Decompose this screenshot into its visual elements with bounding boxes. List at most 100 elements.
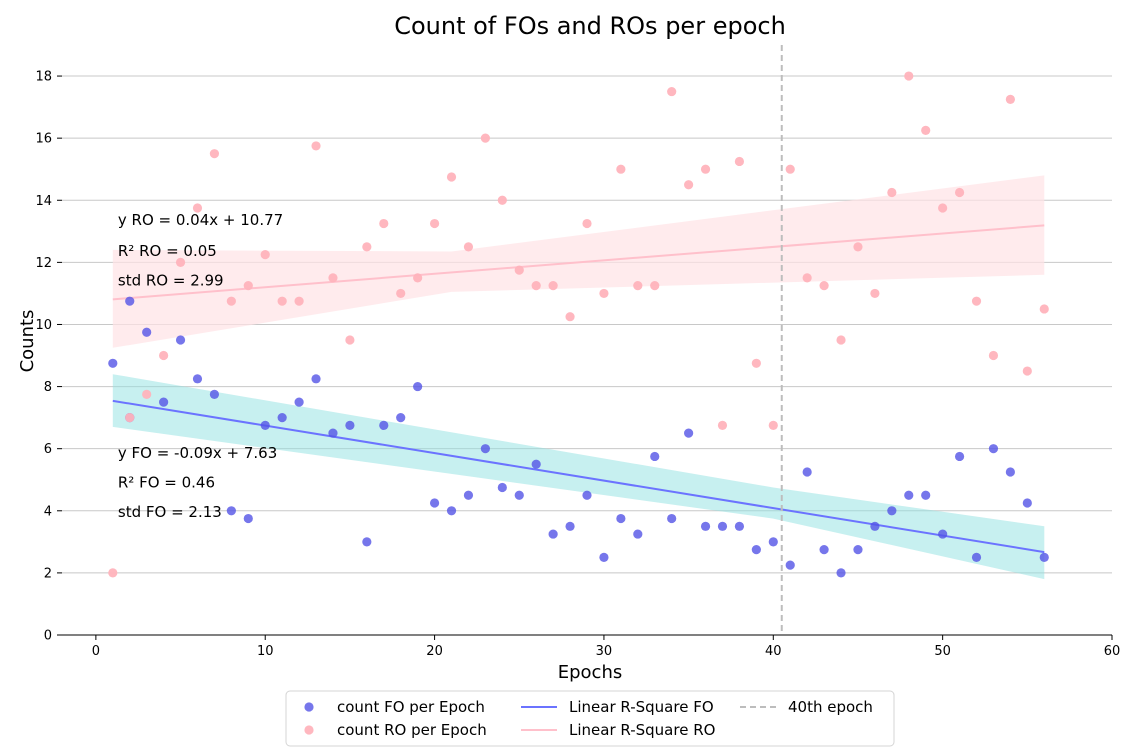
fo-point bbox=[531, 459, 541, 469]
legend-marker bbox=[304, 702, 314, 712]
fo-point bbox=[768, 537, 778, 547]
fo-point bbox=[633, 529, 643, 539]
ro-point bbox=[700, 164, 711, 174]
ro-point bbox=[853, 242, 863, 252]
y-tick-label: 8 bbox=[44, 380, 52, 395]
fo-point bbox=[345, 420, 355, 430]
ro-point bbox=[599, 288, 609, 299]
ro-point bbox=[734, 156, 745, 167]
ro-point bbox=[142, 389, 152, 399]
ro-point bbox=[768, 420, 778, 430]
ro-point bbox=[819, 281, 829, 291]
fo-point bbox=[565, 521, 575, 531]
ro-point bbox=[226, 296, 236, 306]
fo-point bbox=[226, 506, 236, 516]
fo-point bbox=[362, 537, 372, 547]
ro-point bbox=[345, 335, 355, 345]
chart-title: Count of FOs and ROs per epoch bbox=[394, 12, 786, 40]
ro-point bbox=[1039, 304, 1049, 314]
ro-point bbox=[870, 288, 880, 299]
fo-point bbox=[396, 413, 406, 423]
ro-point bbox=[480, 133, 490, 143]
ro-point bbox=[396, 288, 406, 299]
fo-point bbox=[108, 358, 118, 368]
y-tick-label: 14 bbox=[35, 194, 52, 209]
ro-point bbox=[209, 149, 220, 159]
ro-point bbox=[1005, 94, 1015, 104]
fo-point bbox=[429, 498, 440, 508]
ro-point bbox=[988, 350, 999, 361]
regression-annotation: y RO = 0.04x + 10.77 bbox=[118, 211, 283, 229]
ro-point bbox=[1022, 366, 1032, 376]
fo-point bbox=[548, 529, 558, 539]
fo-regression-line bbox=[112, 399, 1045, 554]
ro-point bbox=[125, 413, 135, 423]
ro-point bbox=[429, 218, 440, 229]
x-tick-label: 60 bbox=[1104, 644, 1121, 659]
regression-annotation: R² RO = 0.05 bbox=[118, 242, 217, 260]
x-tick-label: 0 bbox=[92, 644, 100, 659]
fo-point bbox=[497, 482, 507, 493]
y-tick-label: 6 bbox=[44, 442, 52, 457]
legend-label: Linear R-Square FO bbox=[569, 698, 714, 716]
ro-point bbox=[446, 172, 457, 182]
ro-point bbox=[294, 296, 304, 306]
fo-point bbox=[582, 490, 592, 500]
ro-point bbox=[328, 273, 338, 283]
ro-point bbox=[311, 141, 321, 151]
fo-point bbox=[1005, 467, 1015, 477]
fo-point bbox=[870, 521, 880, 531]
y-ticks: 0 2 4 6 8 10 12 14 16 18 bbox=[35, 70, 62, 644]
ro-point bbox=[260, 250, 270, 260]
ro-point bbox=[971, 296, 982, 306]
ro-point bbox=[938, 203, 948, 213]
fo-point bbox=[684, 428, 694, 438]
fo-point bbox=[463, 490, 474, 500]
fo-point bbox=[277, 413, 287, 423]
fo-point bbox=[125, 296, 135, 306]
fo-point bbox=[294, 397, 304, 407]
regression-annotation: y FO = -0.09x + 7.63 bbox=[118, 444, 277, 462]
y-tick-label: 2 bbox=[44, 566, 52, 581]
ro-point bbox=[802, 273, 812, 283]
y-tick-label: 12 bbox=[35, 256, 52, 271]
fo-point bbox=[175, 335, 186, 345]
ro-point bbox=[548, 281, 558, 291]
regression-annotation: std RO = 2.99 bbox=[118, 272, 224, 290]
fo-point bbox=[514, 490, 524, 500]
ro-point bbox=[413, 273, 423, 283]
legend-label: count FO per Epoch bbox=[337, 698, 485, 716]
fo-point bbox=[243, 513, 253, 524]
legend-label: Linear R-Square RO bbox=[569, 721, 715, 739]
fo-point bbox=[938, 529, 948, 539]
ro-point bbox=[751, 358, 761, 368]
ro-point bbox=[616, 164, 626, 174]
fo-point bbox=[751, 545, 761, 555]
fo-point bbox=[887, 506, 897, 516]
fo-point bbox=[209, 389, 220, 399]
legend-marker bbox=[304, 725, 314, 735]
fo-points bbox=[108, 296, 1049, 578]
x-tick-label: 30 bbox=[596, 644, 613, 659]
legend-label: count RO per Epoch bbox=[337, 721, 487, 739]
ro-point bbox=[362, 242, 372, 252]
regression-annotation: std FO = 2.13 bbox=[118, 503, 222, 521]
fo-point bbox=[734, 521, 745, 531]
ro-point bbox=[887, 187, 897, 198]
y-tick-label: 16 bbox=[35, 132, 52, 147]
fo-point bbox=[616, 513, 626, 524]
fo-point bbox=[819, 545, 829, 555]
ro-point bbox=[379, 218, 389, 229]
ro-point bbox=[108, 568, 118, 578]
ro-point bbox=[243, 281, 253, 291]
fo-point bbox=[260, 420, 270, 430]
ro-point bbox=[904, 71, 914, 81]
fo-point bbox=[853, 545, 863, 555]
x-tick-label: 20 bbox=[426, 644, 443, 659]
fo-point bbox=[1039, 552, 1049, 562]
ro-point bbox=[650, 281, 660, 291]
fo-point bbox=[413, 381, 423, 392]
ro-point bbox=[582, 218, 592, 229]
fo-point bbox=[1022, 498, 1032, 508]
ro-point bbox=[175, 257, 186, 267]
